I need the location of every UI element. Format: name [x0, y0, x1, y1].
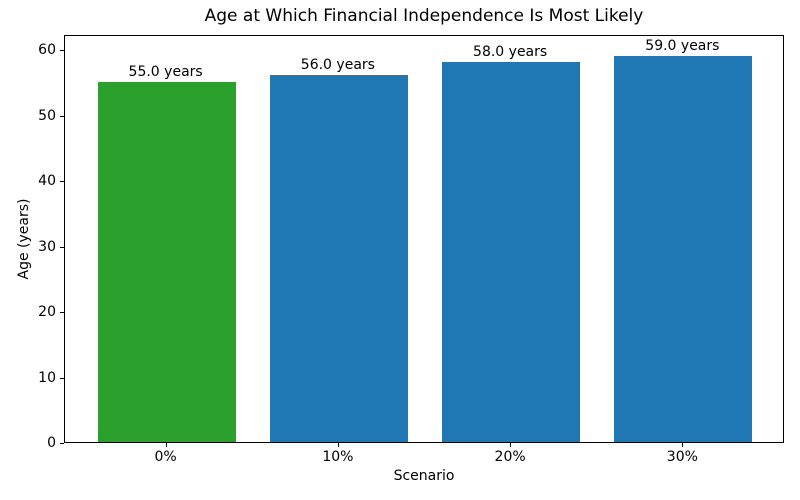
bar-0% — [97, 82, 236, 442]
y-tick-label: 20 — [38, 304, 56, 321]
bar-value-label: 58.0 years — [473, 44, 548, 61]
y-tick-mark — [60, 181, 64, 183]
bar-value-label: 55.0 years — [128, 63, 203, 80]
y-tick-label: 0 — [47, 435, 56, 451]
bar-30% — [614, 56, 753, 442]
chart-title: Age at Which Financial Independence Is M… — [204, 6, 644, 26]
y-tick-label: 40 — [38, 173, 56, 190]
bar-value-label: 56.0 years — [300, 57, 375, 74]
y-tick-label: 50 — [38, 107, 56, 124]
x-tick-mark — [165, 443, 167, 447]
y-tick-label: 10 — [38, 369, 56, 386]
x-tick-label: 0% — [154, 449, 177, 465]
bar-value-label: 59.0 years — [645, 37, 720, 54]
x-tick-label: 20% — [494, 449, 526, 465]
x-axis-label: Scenario — [393, 468, 455, 484]
y-tick-mark — [60, 443, 64, 444]
x-tick-mark — [510, 443, 512, 447]
y-tick-mark — [60, 312, 64, 314]
x-tick-mark — [337, 443, 339, 447]
x-tick-mark — [682, 443, 684, 447]
y-tick-mark — [60, 377, 64, 379]
bar-20% — [442, 62, 581, 442]
y-tick-mark — [60, 246, 64, 248]
y-tick-mark — [60, 50, 64, 52]
bar-10% — [269, 75, 408, 442]
y-tick-label: 60 — [38, 42, 56, 59]
x-tick-label: 30% — [666, 449, 698, 465]
y-tick-mark — [60, 115, 64, 117]
y-tick-label: 30 — [38, 238, 56, 255]
x-tick-label: 10% — [322, 449, 354, 465]
plot-area — [64, 35, 784, 443]
